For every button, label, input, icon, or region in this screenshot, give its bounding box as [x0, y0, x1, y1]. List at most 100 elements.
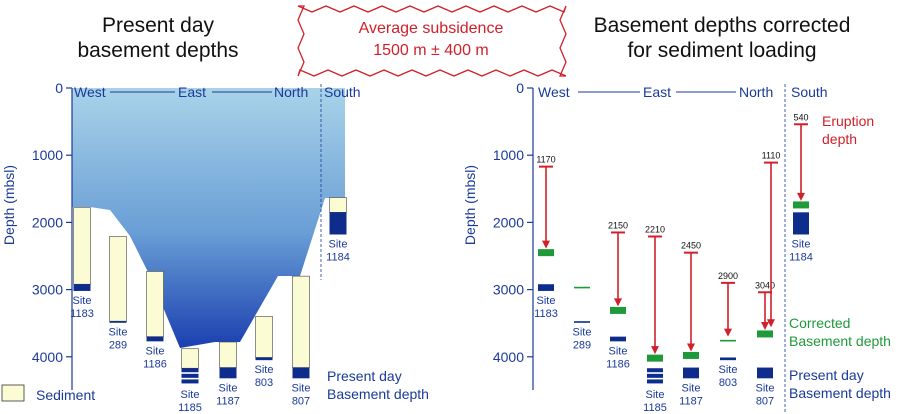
y-tick-label: 1000 [493, 147, 524, 163]
eruption-depth-label: 1110 [762, 151, 781, 161]
site-label-word: Site [756, 382, 775, 394]
basement-block [329, 212, 347, 235]
right-dir-east: East [643, 84, 671, 100]
subsidence-arrow-head [767, 319, 775, 328]
corrected-depth-marker [538, 249, 554, 257]
left-panel: Present day basement depths 0 1000 2000 300… [1, 14, 429, 414]
site-label-id: 289 [573, 340, 591, 352]
corrected-depth-marker [757, 330, 773, 338]
site-label-id: 803 [255, 377, 273, 389]
legend-sediment-swatch [1, 384, 25, 402]
site-label-id: 1187 [679, 395, 703, 407]
right-site-columns: 1170Site1183Site2892150Site11862210Site1… [534, 112, 813, 414]
subsidence-arrow-head [542, 240, 550, 249]
basement-block [109, 321, 127, 323]
left-legend-basement-line2: Basement depth [327, 386, 429, 402]
site-label-word: Site [255, 364, 274, 376]
site-label-word: Site [73, 295, 92, 307]
right-panel: Basement depths corrected for sediment l… [462, 14, 891, 414]
site-label-word: Site [146, 345, 165, 357]
subsidence-arrow-head [724, 328, 732, 337]
left-dir-north: North [274, 84, 308, 100]
site-label-id: 1187 [216, 395, 240, 407]
sediment-column [73, 207, 91, 285]
left-title-line1: Present day [102, 14, 215, 37]
site-label-id: 1185 [178, 402, 202, 414]
y-tick-label: 1000 [32, 147, 63, 163]
site-label-word: Site [181, 389, 200, 401]
basement-block [219, 367, 237, 379]
site-label-id: 289 [109, 340, 127, 352]
site-label-word: Site [646, 389, 665, 401]
basement-block [146, 336, 164, 342]
left-y-ticks: 0 1000 2000 3000 4000 [32, 80, 72, 365]
left-y-axis-label: Depth (mbsl) [1, 165, 17, 245]
left-legend-basement-line1: Present day [327, 368, 402, 384]
callout-line2: 1500 m ± 400 m [373, 42, 489, 59]
right-title-line1: Basement depths corrected [594, 14, 851, 37]
site-label-word: Site [719, 364, 738, 376]
sediment-column [329, 197, 347, 213]
site-label-id: 807 [756, 395, 774, 407]
y-tick-label: 0 [55, 80, 63, 96]
basement-band [181, 379, 199, 384]
subsidence-arrow-head [651, 346, 659, 355]
site-label-id: 1184 [326, 251, 350, 263]
right-legend-basement-line2: Basement depth [789, 385, 891, 401]
eruption-depth-label: 1170 [536, 155, 555, 165]
eruption-depth-label: 2450 [681, 241, 701, 251]
subsidence-arrow-head [797, 192, 805, 201]
right-title-line2: for sediment loading [627, 39, 816, 62]
y-tick-label: 2000 [32, 214, 63, 230]
basement-block [683, 367, 699, 379]
site-label-id: 803 [719, 377, 737, 389]
sediment-column [219, 341, 237, 368]
y-tick-label: 4000 [32, 349, 63, 365]
basement-block [538, 284, 554, 291]
site-label-word: Site [573, 327, 592, 339]
right-y-axis-label: Depth (mbsl) [462, 165, 478, 245]
callout-line1: Average subsidence [359, 20, 504, 37]
sediment-column [181, 348, 199, 369]
basement-block [610, 336, 626, 342]
y-tick-label: 3000 [493, 282, 524, 298]
site-label-word: Site [609, 345, 628, 357]
legend-sediment-label: Sediment [36, 387, 95, 403]
eruption-depth-label: 2210 [645, 225, 665, 235]
corrected-depth-marker [720, 339, 736, 342]
site-label-id: 1186 [143, 358, 167, 370]
site-label-word: Site [292, 382, 311, 394]
corrected-depth-marker [793, 201, 809, 209]
subsidence-arrow-head [761, 321, 769, 330]
y-tick-label: 0 [516, 80, 524, 96]
subsidence-callout: Average subsidence 1500 m ± 400 m [297, 5, 567, 77]
corrected-depth-marker [574, 286, 590, 289]
eruption-depth-label: 3040 [755, 280, 775, 290]
right-dir-south: South [791, 84, 828, 100]
basement-block [292, 367, 310, 379]
left-dir-west: West [74, 84, 106, 100]
site-label-id: 807 [292, 395, 310, 407]
site-label-id: 1183 [70, 308, 94, 320]
site-label-id: 1186 [606, 358, 630, 370]
basement-block [73, 284, 91, 291]
subsidence-arrow-head [614, 298, 622, 307]
legend-corrected-line1: Corrected [789, 315, 850, 331]
basement-band [647, 373, 663, 378]
basement-block [574, 321, 590, 323]
corrected-depth-marker [610, 306, 626, 314]
basement-band [181, 368, 199, 373]
sediment-column [109, 236, 127, 322]
site-label-word: Site [219, 382, 238, 394]
site-label-word: Site [682, 382, 701, 394]
site-label-word: Site [329, 238, 348, 250]
basement-band [647, 368, 663, 373]
basement-band [647, 379, 663, 384]
basement-band [181, 373, 199, 378]
basement-block [255, 357, 273, 361]
corrected-depth-marker [647, 354, 663, 362]
sediment-column [146, 271, 164, 337]
y-tick-label: 3000 [32, 282, 63, 298]
